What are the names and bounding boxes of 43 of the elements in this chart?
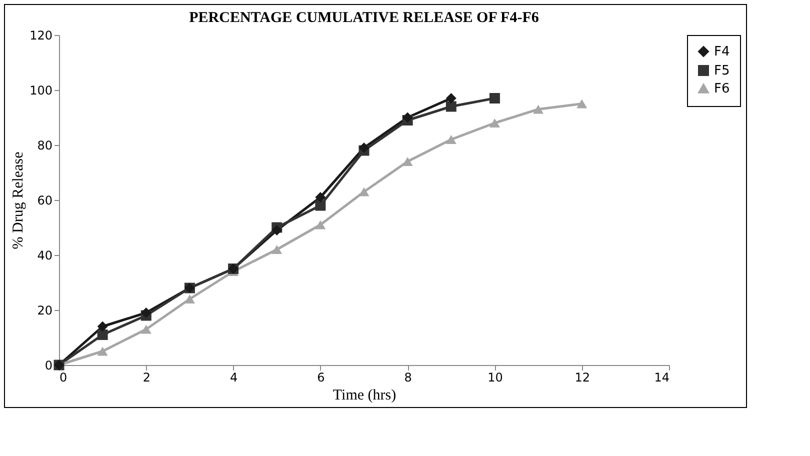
y-tick-label: 80	[37, 138, 52, 152]
point	[184, 294, 195, 304]
legend-label: F4	[714, 44, 730, 60]
x-tick-label: 0	[60, 370, 68, 384]
point	[315, 192, 326, 202]
point	[272, 225, 282, 236]
y-tick-label: 60	[37, 194, 52, 208]
point	[489, 118, 500, 128]
point	[97, 321, 108, 332]
x-tick-label: 6	[317, 370, 325, 384]
point	[446, 134, 456, 144]
point	[272, 244, 282, 254]
point	[140, 308, 152, 318]
x-tick-label: 4	[230, 370, 238, 384]
y-tick-label: 100	[30, 84, 52, 98]
point	[533, 104, 544, 114]
y-tick-label: 20	[37, 304, 52, 318]
point	[97, 330, 108, 340]
point	[315, 220, 326, 230]
legend-label: F6	[714, 82, 730, 96]
x-tick-label: 2	[142, 370, 150, 384]
y-tick-label: 0	[44, 358, 52, 372]
x-tick-label: 14	[654, 370, 670, 384]
point	[402, 156, 413, 166]
point	[358, 142, 370, 153]
x-axis-title: Time (hrs)	[332, 388, 396, 404]
legend-label: F5	[714, 64, 730, 78]
point	[576, 99, 588, 108]
point	[489, 93, 500, 104]
chart-title: PERCENTAGE CUMULATIVE RELEASE OF F4-F6	[189, 10, 540, 26]
point	[446, 93, 456, 104]
y-axis-title: % Drug Release	[10, 151, 27, 250]
point	[358, 187, 370, 196]
point	[97, 346, 108, 356]
y-tick-label: 120	[30, 28, 52, 42]
point	[446, 101, 456, 112]
y-tick-label: 40	[37, 248, 52, 262]
x-tick-label: 10	[488, 370, 503, 384]
point	[140, 324, 152, 334]
point	[402, 112, 413, 123]
point	[315, 200, 326, 211]
x-tick-label: 12	[574, 370, 590, 384]
x-tick-label: 8	[404, 370, 412, 384]
